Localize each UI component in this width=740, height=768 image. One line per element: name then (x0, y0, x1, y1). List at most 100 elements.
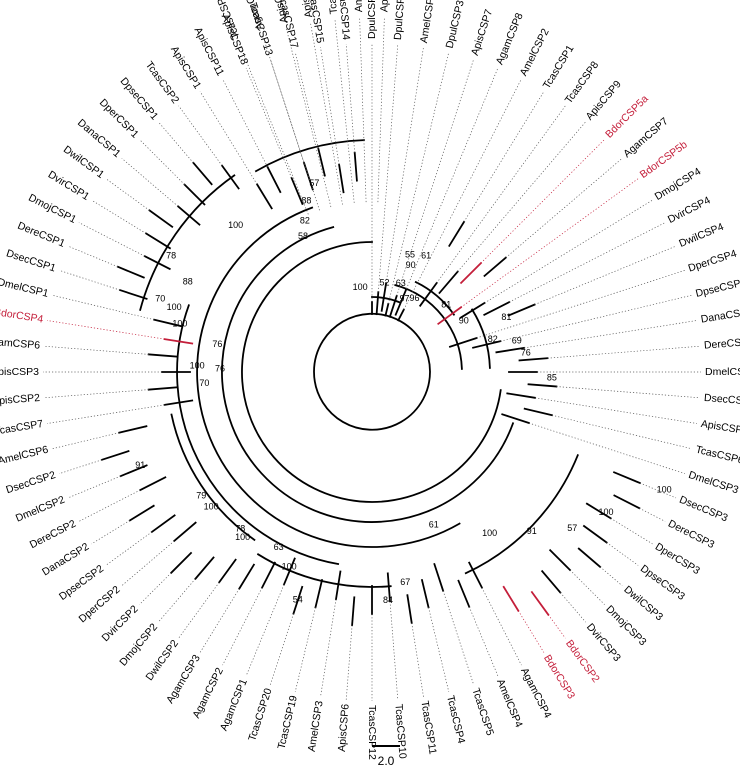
leader-lines (43, 17, 701, 701)
terminal-branch (433, 562, 445, 592)
terminal-branch (128, 504, 155, 522)
leader-line (551, 414, 692, 450)
terminal-branch (338, 163, 345, 194)
bootstrap-value: 82 (488, 334, 498, 344)
terminal-branch (459, 301, 486, 319)
leader-line (238, 42, 309, 215)
leaf-label: AgamCSP4 (518, 666, 554, 720)
bootstrap-value: 100 (482, 528, 497, 538)
leaf-label: TcasCSP2 (143, 59, 182, 106)
bootstrap-value: 52 (379, 277, 389, 287)
leaf-label: DereCSP2 (28, 518, 78, 552)
bootstrap-value: 69 (512, 336, 522, 346)
bootstrap-value: 57 (309, 178, 319, 188)
terminal-branch (163, 399, 194, 406)
terminal-branch (317, 147, 326, 177)
leaf-label: AmelCSP4 (494, 677, 525, 729)
leader-line (500, 294, 692, 342)
terminal-branch (139, 476, 167, 492)
terminal-branch (459, 261, 483, 285)
leaf-label: DsecCSP1 (5, 247, 58, 274)
terminal-branch (394, 287, 408, 316)
bootstrap-value: 85 (547, 373, 557, 383)
branch-arc (394, 283, 463, 370)
leader-line (334, 18, 355, 203)
terminal-branch (334, 570, 342, 601)
terminal-branch (540, 569, 562, 594)
terminal-branch (577, 547, 602, 569)
terminal-branch (502, 585, 520, 612)
terminal-branch (582, 524, 608, 544)
terminal-branch (507, 303, 536, 317)
branch-arc (176, 304, 340, 566)
terminal-branch (153, 318, 183, 328)
leaf-label: DperCSP3 (653, 541, 702, 578)
leaf-label: ApisCSP10 (294, 0, 315, 19)
leader-line (43, 345, 149, 355)
leader-line (139, 139, 185, 185)
leader-line (269, 58, 305, 163)
terminal-branch (118, 425, 148, 434)
leader-line (484, 199, 653, 304)
leader-line (294, 52, 319, 149)
bootstrap-value: 81 (501, 312, 511, 322)
leaf-label: DwilCSP1 (61, 143, 106, 181)
leader-line (320, 47, 340, 165)
leader-line (556, 386, 701, 399)
bootstrap-value: 70 (199, 378, 209, 388)
bootstrap-value: 70 (155, 293, 165, 303)
leader-line (269, 613, 294, 686)
leaf-label: TcasCSP14 (336, 0, 352, 41)
leaf-label: DvirCSP1 (46, 169, 92, 203)
terminal-branch (448, 220, 466, 248)
leaf-label: AmelCSP3 (306, 700, 326, 753)
leader-line (58, 269, 121, 291)
bootstrap-value: 61 (421, 250, 431, 260)
leaf-label: DpulCSP2 (392, 0, 408, 40)
leaf-label: TcasCSP1 (541, 43, 577, 91)
terminal-branch (194, 556, 215, 581)
terminal-branch (530, 590, 550, 616)
leader-line (534, 397, 697, 424)
terminal-branch (418, 281, 438, 307)
terminal-branch (148, 209, 174, 229)
bootstrap-value: 90 (406, 260, 416, 270)
leaf-label: AgamCSP5 (238, 0, 266, 32)
leader-line (476, 269, 686, 339)
leader-line (47, 404, 165, 424)
terminal-branch (585, 502, 612, 520)
terminal-branch (523, 407, 553, 417)
terminal-branch (388, 294, 398, 318)
terminal-branch (353, 151, 358, 182)
bootstrap-value: 78 (166, 250, 176, 260)
terminal-branch (147, 386, 178, 391)
tree-branches (100, 139, 642, 627)
terminal-branch (173, 521, 197, 543)
leader-line (505, 158, 623, 258)
terminal-branch (548, 548, 572, 572)
leaf-label: DvirCSP3 (584, 621, 623, 664)
leader-line (139, 572, 172, 605)
terminal-branch (220, 164, 240, 190)
terminal-branch (420, 579, 430, 609)
terminal-branch (116, 265, 145, 279)
terminal-branch (467, 561, 484, 589)
bootstrap-value: 57 (567, 523, 577, 533)
leaf-label: ApisCSP9 (584, 78, 624, 122)
terminal-branch (438, 270, 459, 295)
leader-line (91, 520, 131, 545)
terminal-branch (163, 338, 194, 345)
leader-line (436, 105, 566, 284)
leader-line (547, 345, 701, 359)
leader-line (261, 34, 320, 211)
leader-line (524, 320, 697, 349)
bootstrap-value: 100 (598, 507, 613, 517)
leaf-label: ApisCSP6 (336, 703, 352, 752)
leader-line (442, 590, 475, 686)
terminal-branch (501, 413, 531, 425)
bootstrap-value: 76 (212, 339, 222, 349)
branch-arc (254, 139, 365, 173)
leader-line (468, 606, 499, 677)
bootstrap-value: 81 (441, 299, 451, 309)
